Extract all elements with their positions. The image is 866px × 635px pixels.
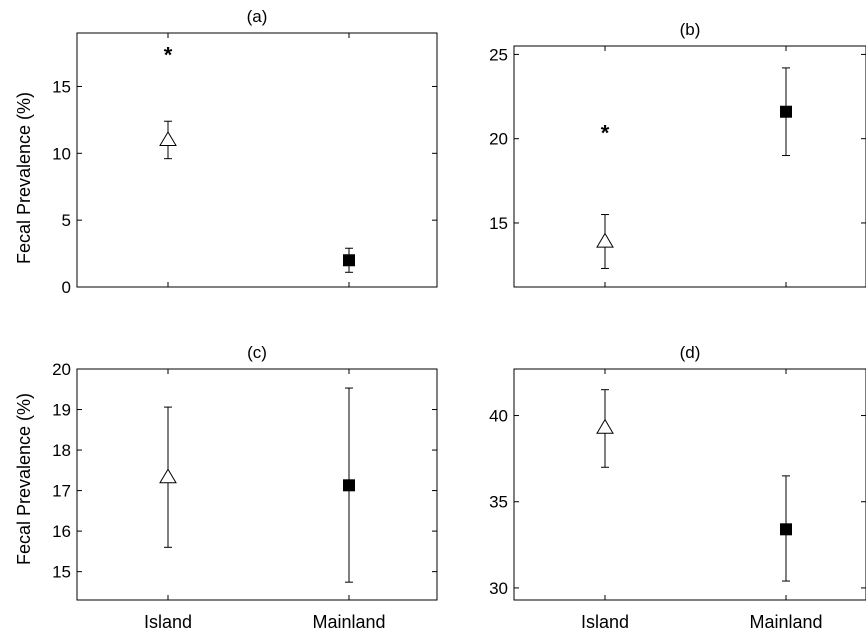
point-island bbox=[159, 130, 177, 147]
ytick-label-c: 16 bbox=[52, 522, 71, 541]
panel-c: (c) 15 16 17 18 19 20 Island Mainland bbox=[52, 343, 438, 632]
panel-title-b: (b) bbox=[680, 20, 701, 39]
panel-title-d: (d) bbox=[680, 343, 701, 362]
point-mainland bbox=[780, 105, 792, 118]
ytick-label-c: 18 bbox=[52, 441, 71, 460]
ytick-label-c: 19 bbox=[52, 401, 71, 420]
axes-frame-c bbox=[76, 368, 438, 601]
ytick-label-b: 25 bbox=[489, 45, 508, 64]
point-mainland bbox=[780, 523, 792, 536]
xtick-label-mainland: Mainland bbox=[749, 612, 822, 632]
point-mainland bbox=[343, 254, 355, 267]
ytick-label-c: 17 bbox=[52, 482, 71, 501]
ytick-label-c: 20 bbox=[52, 360, 71, 379]
xtick-label-island: Island bbox=[144, 612, 192, 632]
ylabel-bottom: Fecal Prevalence (%) bbox=[14, 393, 34, 565]
ytick-label-b: 15 bbox=[489, 214, 508, 233]
panel-title-c: (c) bbox=[247, 343, 267, 362]
axes-frame-b bbox=[513, 45, 866, 288]
ytick-label-a: 10 bbox=[52, 144, 71, 163]
ytick-label-d: 30 bbox=[489, 579, 508, 598]
ytick-label-a: 15 bbox=[52, 77, 71, 96]
panel-d: (d) 30 35 40 Island Mainland bbox=[489, 343, 866, 632]
ytick-label-a: 0 bbox=[62, 278, 71, 297]
ytick-label-a: 5 bbox=[62, 211, 71, 230]
point-island bbox=[596, 418, 614, 434]
point-island bbox=[596, 232, 614, 248]
ytick-label-d: 35 bbox=[489, 493, 508, 512]
ylabel-top: Fecal Prevalence (%) bbox=[14, 92, 34, 264]
significance-marker-a: * bbox=[164, 42, 173, 67]
panel-b: (b) 15 20 25 * bbox=[489, 20, 866, 288]
point-island bbox=[159, 468, 177, 484]
ytick-label-c: 15 bbox=[52, 563, 71, 582]
panel-a: (a) 0 5 10 15 * bbox=[52, 7, 438, 297]
xtick-label-island: Island bbox=[581, 612, 629, 632]
ytick-label-d: 40 bbox=[489, 407, 508, 426]
panel-title-a: (a) bbox=[247, 7, 268, 26]
ytick-label-b: 20 bbox=[489, 130, 508, 149]
xtick-label-mainland: Mainland bbox=[312, 612, 385, 632]
significance-marker-b: * bbox=[601, 121, 610, 146]
axes-frame-d bbox=[513, 368, 866, 601]
point-mainland bbox=[343, 479, 355, 492]
axes-frame-a bbox=[76, 32, 438, 288]
